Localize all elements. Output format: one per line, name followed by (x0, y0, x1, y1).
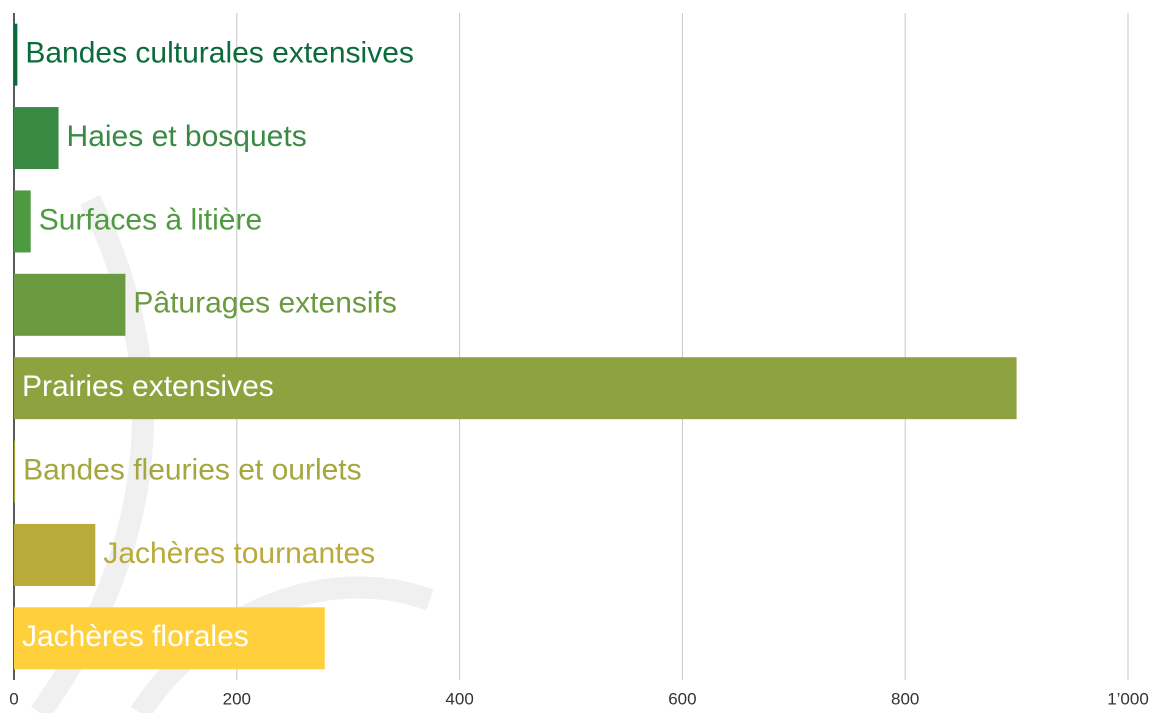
bar (14, 190, 31, 253)
x-tick-label: 200 (223, 689, 251, 708)
category-label: Bandes fleuries et ourlets (23, 453, 362, 486)
x-tick-label: 600 (668, 689, 696, 708)
bar (14, 607, 325, 670)
background-swirl (130, 576, 434, 713)
category-label: Bandes culturales extensives (25, 37, 414, 70)
bar (14, 273, 126, 336)
bar (14, 357, 1017, 420)
category-label: Jachères florales (22, 620, 249, 653)
category-label: Prairies extensives (22, 370, 274, 403)
x-tick-label: 400 (445, 689, 473, 708)
category-label: Surfaces à litière (39, 203, 262, 236)
bar (14, 23, 18, 86)
x-tick-label: 800 (891, 689, 919, 708)
category-label: Jachères tournantes (103, 537, 375, 570)
x-tick-label: 1’000 (1107, 689, 1149, 708)
category-label: Pâturages extensifs (133, 287, 396, 320)
bar (14, 440, 16, 503)
bar (14, 523, 96, 586)
bar (14, 107, 59, 170)
x-tick-label: 0 (9, 689, 18, 708)
category-label: Haies et bosquets (67, 120, 307, 153)
